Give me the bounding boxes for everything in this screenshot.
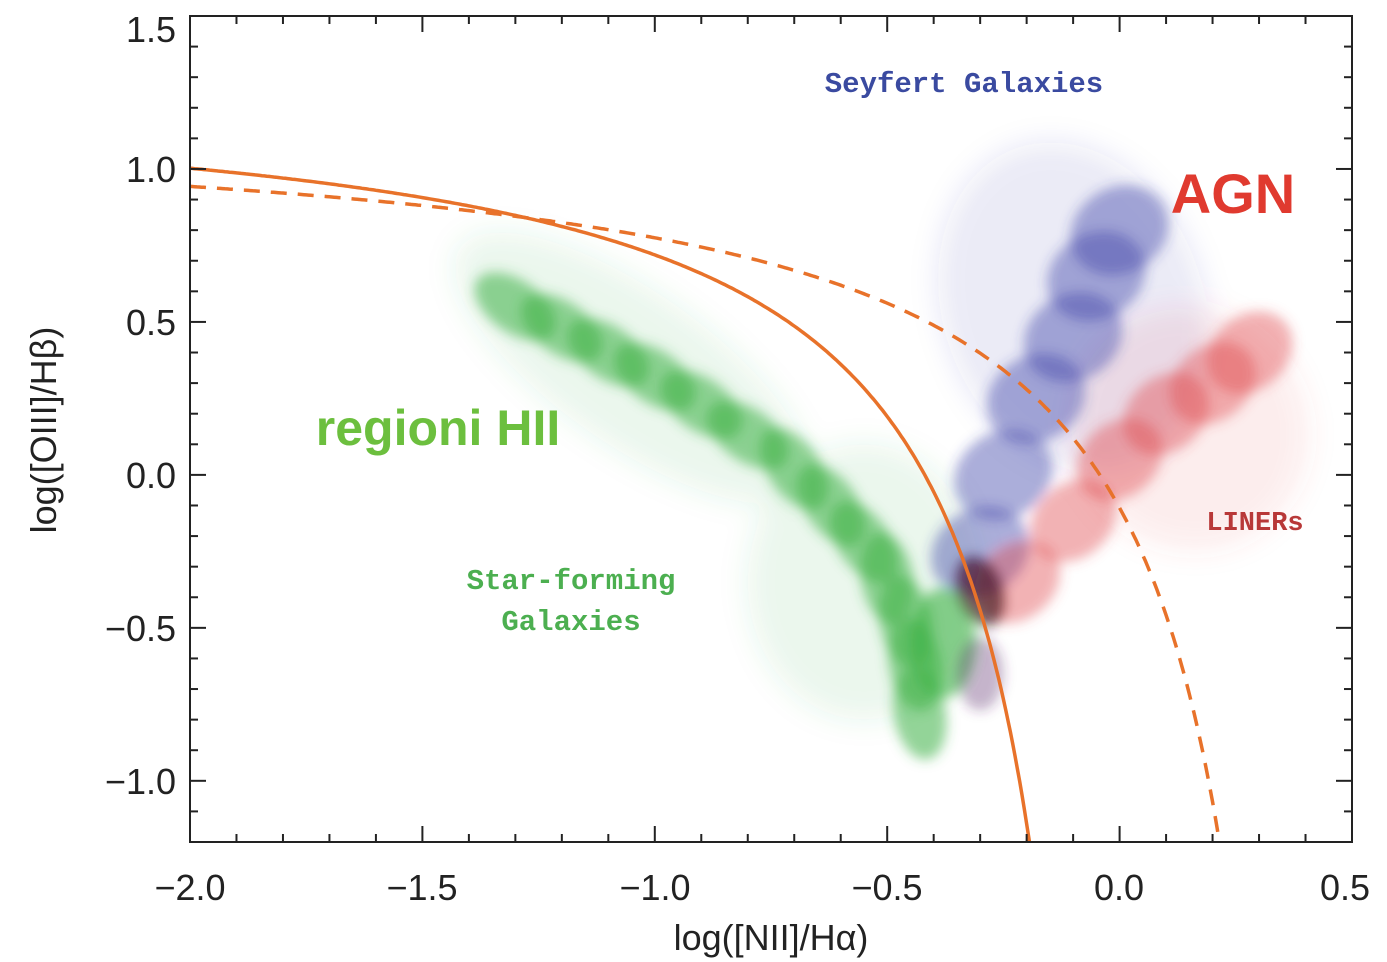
y-tick-label: 0.5 bbox=[126, 302, 176, 343]
seyfert-density bbox=[954, 429, 1053, 520]
agn-label: AGN bbox=[1171, 162, 1295, 225]
seyfert-density bbox=[1070, 185, 1169, 276]
liner-density bbox=[1207, 311, 1293, 394]
y-tick-label: −0.5 bbox=[105, 608, 176, 649]
x-tick-label: 0.0 bbox=[1094, 867, 1144, 908]
demarcation-curves bbox=[190, 166, 1222, 842]
x-axis-label: log([NII]/Hα) bbox=[674, 917, 869, 958]
region-annotations: Seyfert Galaxies AGN regioni HII Star-fo… bbox=[316, 68, 1304, 639]
y-axis-label: log([OIII]/Hβ) bbox=[23, 327, 64, 534]
liners-label: LINERs bbox=[1206, 509, 1303, 539]
hii-regions-label: regioni HII bbox=[316, 400, 560, 456]
point-clouds bbox=[454, 142, 1308, 760]
x-tick-label: −1.5 bbox=[386, 867, 457, 908]
x-tick-label: −2.0 bbox=[154, 867, 225, 908]
x-tick-label: −1.0 bbox=[619, 867, 690, 908]
star-forming-label: Star-forming bbox=[467, 565, 676, 598]
plot-frame bbox=[189, 15, 1353, 843]
y-tick-labels: −1.0 −0.5 0.0 0.5 1.0 1.5 bbox=[105, 9, 176, 802]
galaxies-label: Galaxies bbox=[501, 606, 640, 639]
y-tick-label: −1.0 bbox=[105, 761, 176, 802]
y-tick-label: 1.0 bbox=[126, 149, 176, 190]
y-tick-label: 1.5 bbox=[126, 9, 176, 50]
axis-ticks bbox=[189, 15, 1353, 843]
maximum-starburst-curve bbox=[190, 184, 1222, 842]
y-tick-label: 0.0 bbox=[126, 455, 176, 496]
seyfert-label: Seyfert Galaxies bbox=[825, 68, 1103, 101]
x-tick-labels: −2.0 −1.5 −1.0 −0.5 0.0 0.5 bbox=[154, 867, 1370, 908]
star-forming-boundary-curve bbox=[190, 166, 1032, 842]
x-tick-label: −0.5 bbox=[851, 867, 922, 908]
x-tick-label: 0.5 bbox=[1320, 867, 1370, 908]
liner-density bbox=[1030, 479, 1116, 562]
